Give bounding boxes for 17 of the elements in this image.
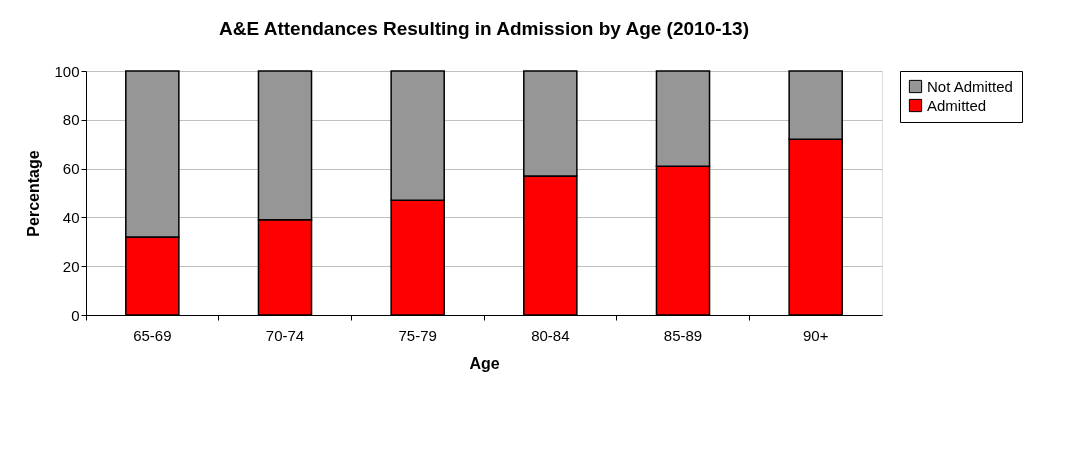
x-tick-label: 85-89	[663, 326, 703, 344]
x-tick-label: 75-79	[398, 326, 437, 344]
y-tick-label: 80	[62, 111, 80, 129]
y-tick-label: 20	[62, 257, 80, 275]
legend-label: Admitted	[927, 96, 987, 114]
y-tick-label: 60	[62, 160, 80, 178]
y-tick-label: 100	[54, 62, 80, 80]
chart-title: A&E Attendances Resulting in Admission by Age (2010-13)	[219, 18, 749, 39]
y-axis-title: Percentage	[25, 150, 43, 237]
x-tick-label: 65-69	[133, 326, 172, 344]
x-axis-title: Age	[469, 354, 500, 372]
x-tick-label: 90+	[802, 326, 829, 344]
x-tick-label: 80-84	[531, 326, 570, 344]
x-tick-label: 70-74	[265, 326, 305, 344]
legend-label: Not Admitted	[927, 77, 1013, 95]
y-tick-label: 40	[62, 208, 80, 226]
y-tick-label: 0	[71, 306, 80, 324]
